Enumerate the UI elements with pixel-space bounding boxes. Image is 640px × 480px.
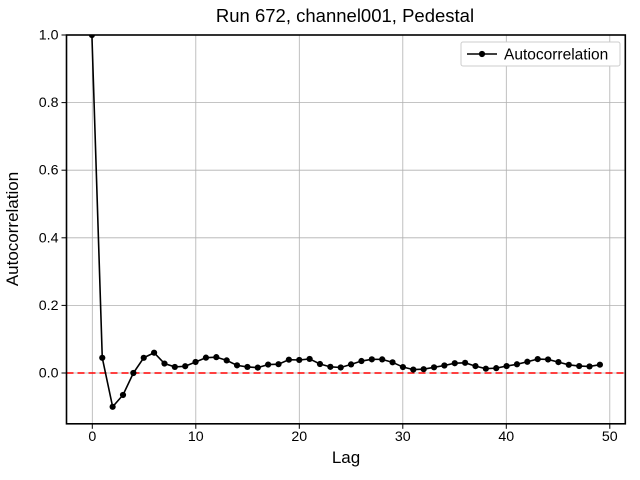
svg-text:20: 20 [291, 429, 307, 445]
svg-text:1.0: 1.0 [39, 28, 59, 44]
svg-text:0.2: 0.2 [39, 298, 59, 314]
svg-text:10: 10 [188, 429, 204, 445]
svg-text:0.4: 0.4 [39, 230, 59, 246]
svg-text:Autocorrelation: Autocorrelation [504, 47, 608, 64]
svg-text:Lag: Lag [332, 448, 360, 467]
svg-text:0.6: 0.6 [39, 163, 59, 179]
svg-text:30: 30 [395, 429, 411, 445]
svg-text:0: 0 [88, 429, 96, 445]
svg-text:Autocorrelation: Autocorrelation [3, 172, 22, 286]
svg-text:Run 672, channel001, Pedestal: Run 672, channel001, Pedestal [216, 5, 474, 26]
svg-text:0.8: 0.8 [39, 95, 59, 111]
svg-text:0.0: 0.0 [39, 366, 59, 382]
svg-text:50: 50 [602, 429, 618, 445]
svg-text:40: 40 [498, 429, 514, 445]
